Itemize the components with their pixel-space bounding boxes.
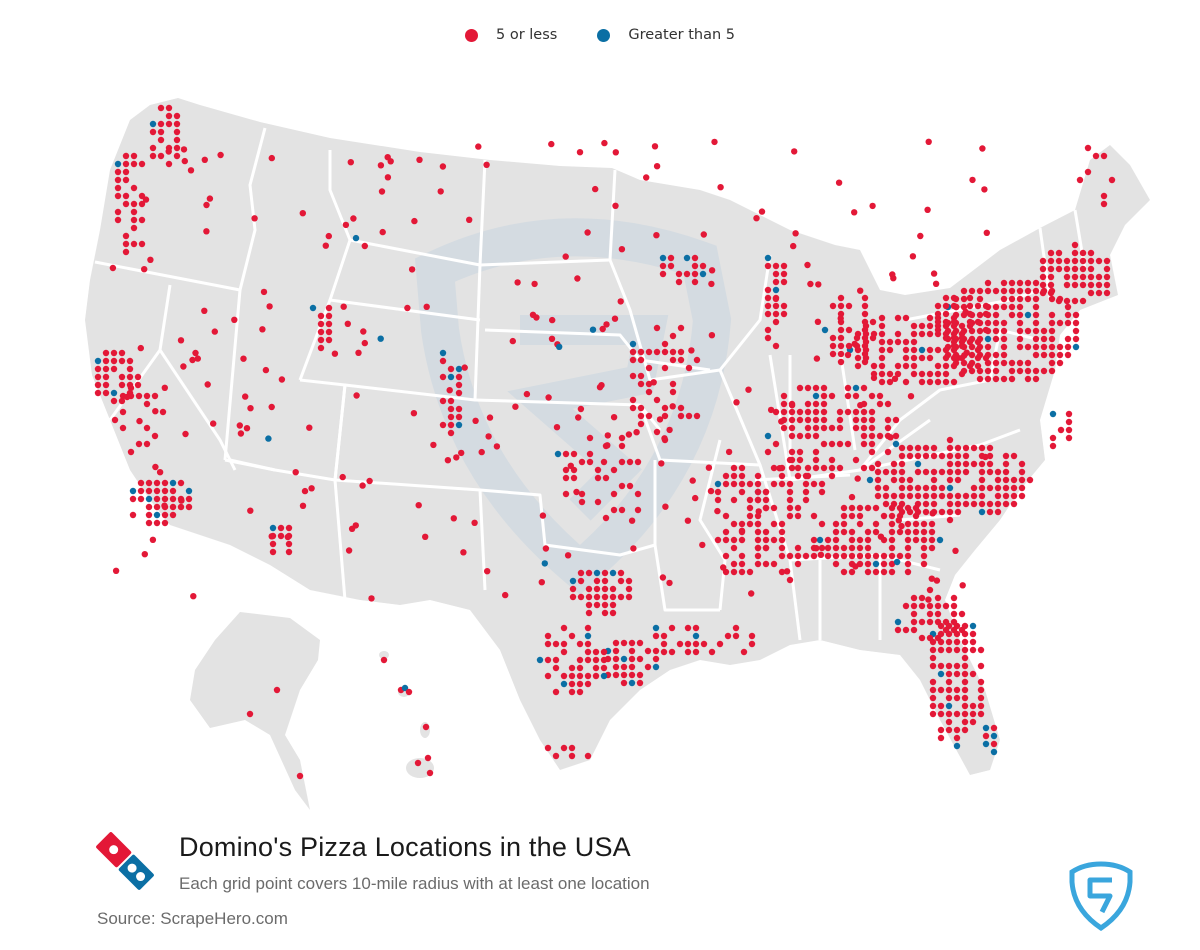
us-map [85, 98, 1150, 810]
map-title: Domino's Pizza Locations in the USA [179, 832, 631, 862]
red-dot-icon [465, 28, 478, 42]
dominos-logo-icon [96, 832, 154, 890]
alaska-land [190, 612, 320, 810]
map-legend: 5 or less Greater than 5 [0, 27, 1200, 43]
scrapehero-watermark-icon [414, 218, 732, 595]
legend-item-high[interactable]: Greater than 5 [597, 27, 735, 43]
location-dots [94, 104, 1116, 780]
source-link[interactable]: Source: ScrapeHero.com [97, 909, 288, 928]
legend-item-low[interactable]: 5 or less [465, 27, 557, 43]
blue-dot-icon [597, 28, 611, 42]
legend-label-low: 5 or less [496, 27, 558, 43]
map-subtitle: Each grid point covers 10-mile radius wi… [179, 874, 650, 893]
legend-label-high: Greater than 5 [628, 27, 735, 43]
contiguous-us-land [85, 98, 1150, 775]
scrapehero-logo-icon [1069, 861, 1133, 932]
